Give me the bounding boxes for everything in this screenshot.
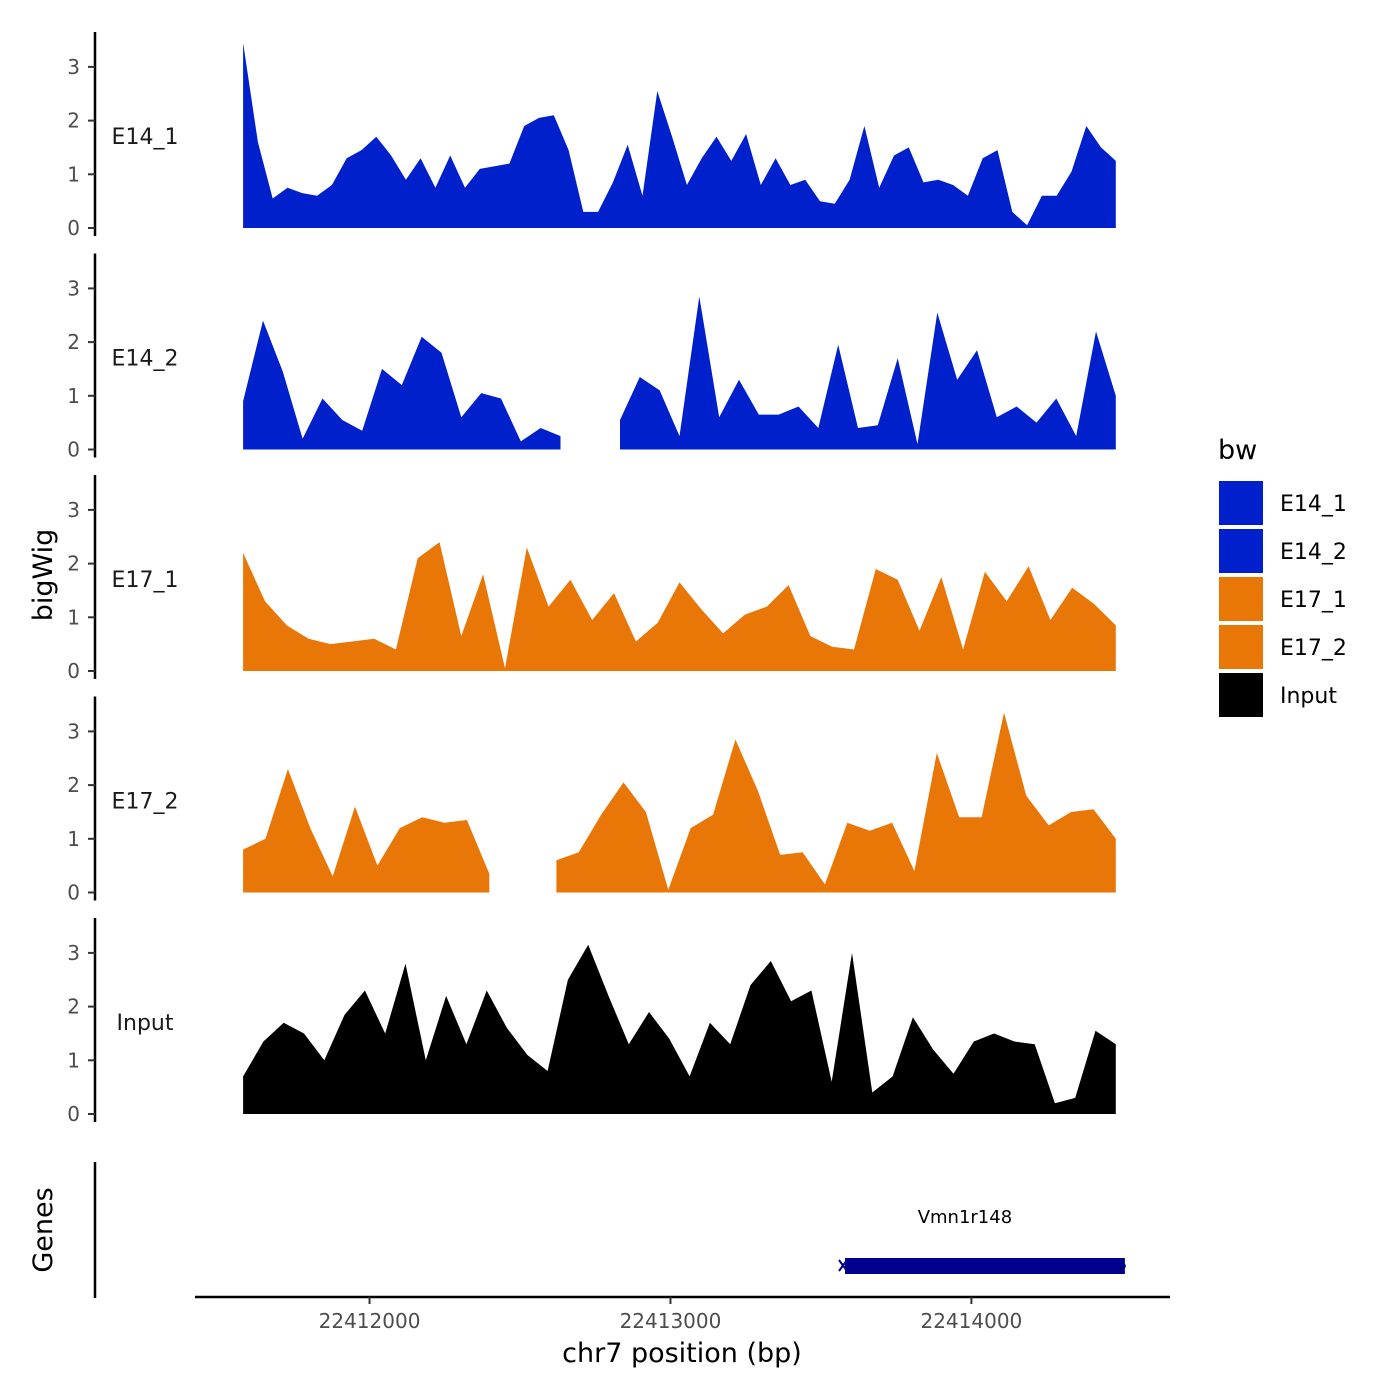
- legend: bw E14_1 E14_2 E17_1 E17_2 Input: [1217, 435, 1347, 719]
- gene-label: Vmn1r148: [918, 1207, 1012, 1228]
- x-tick-label: 22412000: [319, 1309, 421, 1333]
- y-tick-label: 2: [67, 552, 80, 576]
- track-panels: 0 1 2 3 E14_1 0 1 2 3 E14_2 0 1 2 3 E17_1 0 1 2 3 E17_2 0 1 2 3…: [67, 32, 1116, 1126]
- x-tick-label: 22414000: [920, 1309, 1022, 1333]
- legend-key-E14_1: [1217, 479, 1265, 527]
- strip-label-Input: Input: [117, 1011, 174, 1036]
- legend-label-E14_1: E14_1: [1280, 492, 1347, 517]
- panel-Input: 0 1 2 3 Input: [67, 918, 1116, 1126]
- y-tick-label: 1: [67, 827, 80, 851]
- area-E17_1: [243, 542, 1116, 671]
- y-tick-label: 2: [67, 995, 80, 1019]
- gene-marks: Vmn1r148: [838, 1207, 1126, 1274]
- area-E17_2: [243, 769, 490, 893]
- genes-y-axis-title: Genes: [28, 1187, 59, 1272]
- gene-strand-mark: [838, 1259, 848, 1272]
- x-axis-title: chr7 position (bp): [562, 1338, 802, 1369]
- y-tick-label: 1: [67, 384, 80, 408]
- y-tick-label: 1: [67, 605, 80, 629]
- panel-E14_2: 0 1 2 3 E14_2: [67, 253, 1116, 462]
- y-tick-label: 3: [67, 719, 80, 743]
- strip-label-E17_1: E17_1: [112, 568, 179, 593]
- y-tick-label: 3: [67, 941, 80, 965]
- y-tick-label: 1: [67, 162, 80, 186]
- y-tick-label: 3: [67, 498, 80, 522]
- area-Input: [243, 944, 1116, 1114]
- y-tick-label: 0: [67, 659, 80, 683]
- area-E14_1: [243, 42, 1116, 229]
- gene-body: [845, 1258, 1125, 1274]
- y-tick-label: 3: [67, 55, 80, 79]
- y-tick-label: 1: [67, 1048, 80, 1072]
- area-E14_2: [620, 296, 1116, 450]
- y-tick-label: 2: [67, 109, 80, 133]
- legend-key-E14_2: [1217, 527, 1265, 575]
- area-E14_2: [243, 320, 561, 450]
- legend-label-E17_1: E17_1: [1280, 588, 1347, 613]
- legend-items: E14_1 E14_2 E17_1 E17_2 Input: [1217, 479, 1347, 719]
- y-tick-label: 0: [67, 881, 80, 905]
- y-tick-label: 0: [67, 1102, 80, 1126]
- y-axis-title: bigWig: [28, 529, 59, 622]
- legend-key-E17_1: [1217, 575, 1265, 623]
- legend-label-Input: Input: [1280, 684, 1337, 709]
- x-tick-label: 22413000: [620, 1309, 722, 1333]
- legend-label-E14_2: E14_2: [1280, 540, 1347, 565]
- strip-label-E17_2: E17_2: [112, 790, 179, 815]
- legend-label-E17_2: E17_2: [1280, 636, 1347, 661]
- area-E17_2: [556, 712, 1116, 893]
- legend-title: bw: [1218, 435, 1257, 466]
- y-tick-label: 3: [67, 276, 80, 300]
- x-axis-ticks: 22412000 22413000 22414000: [319, 1297, 1022, 1333]
- y-tick-label: 2: [67, 330, 80, 354]
- legend-key-E17_2: [1217, 623, 1265, 671]
- panel-E17_2: 0 1 2 3 E17_2: [67, 696, 1116, 905]
- strip-label-E14_1: E14_1: [112, 125, 179, 150]
- gene-end-mark: [1119, 1263, 1126, 1269]
- legend-key-Input: [1217, 671, 1265, 719]
- y-tick-label: 2: [67, 773, 80, 797]
- panel-E17_1: 0 1 2 3 E17_1: [67, 475, 1116, 683]
- strip-label-E14_2: E14_2: [112, 347, 179, 372]
- panel-E14_1: 0 1 2 3 E14_1: [67, 32, 1116, 240]
- y-tick-label: 0: [67, 438, 80, 462]
- genes-panel: Genes 22412000 22413000 22414000 Vmn1r148 …: [28, 1162, 1170, 1369]
- y-tick-label: 0: [67, 216, 80, 240]
